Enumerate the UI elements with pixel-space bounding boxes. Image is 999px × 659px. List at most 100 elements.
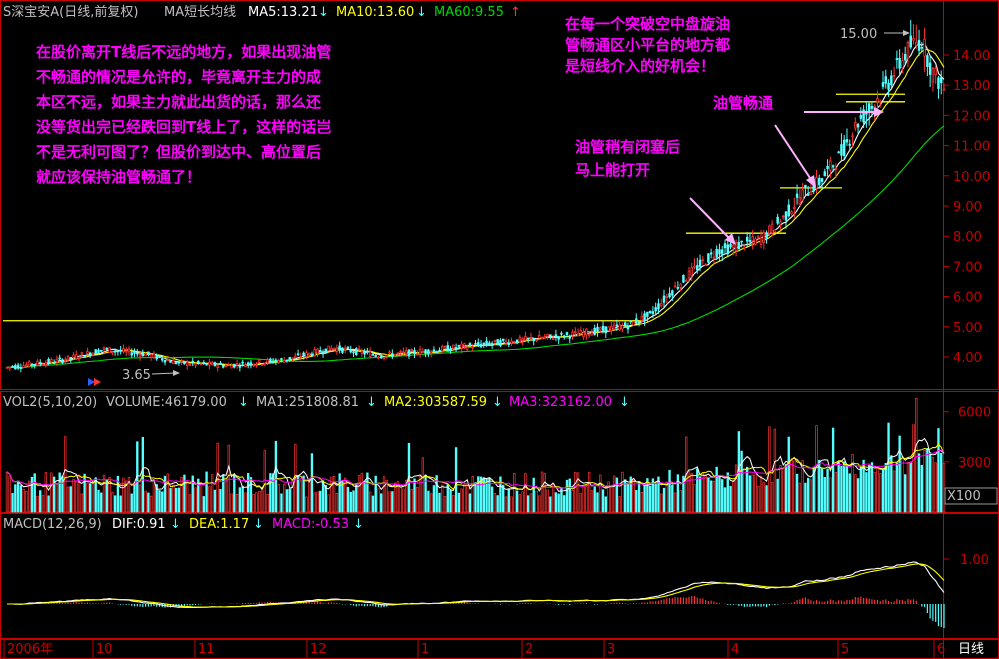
candle-body: [845, 139, 849, 143]
volume-bar: [5, 471, 9, 513]
candle-body: [593, 327, 596, 335]
volume-bar: [510, 496, 513, 513]
date-tick-label: 4: [731, 642, 739, 657]
candle-body: [260, 363, 264, 366]
volume-bar: [94, 477, 97, 513]
candle-body: [776, 216, 779, 224]
volume-bar: [449, 490, 452, 513]
volume-bar: [818, 459, 821, 513]
volume-bar: [249, 477, 253, 513]
candle-body: [743, 246, 746, 249]
candle-body: [111, 351, 114, 354]
volume-bar: [604, 496, 607, 513]
candle-body: [937, 77, 940, 89]
candle-body: [610, 325, 613, 332]
low-price-label: 3.65: [122, 368, 151, 383]
volume-bar: [97, 489, 100, 513]
volume-pane[interactable]: 6000 3000 X100: [5, 397, 998, 513]
volume-bar: [557, 493, 560, 513]
annotation-line: 是短线介入的好机会！: [564, 57, 715, 75]
volume-bar: [138, 484, 142, 513]
volume-bar: [355, 484, 358, 513]
right-annotation: 油管畅通: [713, 94, 773, 112]
volume-bar: [804, 482, 807, 513]
volume-bar: [504, 496, 508, 513]
volume-bar: [52, 476, 56, 513]
candle-body: [820, 178, 824, 182]
candle-body: [632, 321, 635, 326]
candle-body: [88, 352, 92, 357]
candle-body: [102, 347, 106, 351]
candle-body: [582, 332, 585, 337]
macd-pane[interactable]: 1.00: [7, 553, 989, 629]
candle-body: [851, 135, 854, 138]
volume-bar: [305, 496, 308, 513]
candle-body: [939, 77, 943, 83]
date-tick-label: 1: [421, 642, 429, 657]
period-label[interactable]: 日线: [958, 642, 984, 657]
volume-bar: [912, 424, 915, 513]
volume-bar: [826, 468, 829, 513]
candle-body: [576, 333, 580, 337]
candle-body: [8, 366, 12, 369]
annotation-line: 就应该保持油管畅通了！: [36, 168, 201, 186]
candle-body: [870, 106, 874, 109]
volume-bar: [216, 442, 219, 513]
volume-bar: [890, 455, 893, 513]
macd-indicator-title[interactable]: MACD(12,26,9): [3, 517, 102, 532]
volume-indicator-title[interactable]: VOL2(5,10,20): [3, 395, 97, 410]
candle-body: [538, 335, 541, 339]
candle-body: [152, 353, 156, 358]
volume-bar: [130, 493, 133, 513]
price-header: S深宝安A(日线,前复权) MA短长均线 MA5:13.21 ↓ MA10:13…: [3, 4, 521, 20]
candle-body: [554, 334, 558, 337]
volume-bar: [554, 492, 558, 513]
volume-bar: [507, 489, 510, 513]
volume-bar: [66, 486, 70, 513]
volume-unit-label: X100: [947, 489, 981, 504]
volume-bar: [942, 463, 946, 513]
candle-body: [282, 359, 286, 363]
candle-body: [199, 363, 203, 366]
volume-bar: [25, 490, 28, 513]
volume-bar: [346, 486, 350, 513]
volume-bar: [920, 464, 924, 513]
candle-body: [765, 232, 768, 239]
volume-bar: [341, 481, 344, 513]
candle-body: [377, 356, 380, 359]
volume-bar: [55, 484, 59, 513]
arrow-head-icon: [874, 107, 884, 117]
candle-body: [601, 325, 605, 331]
annotation-line: 在每一个突破空中盘旋油: [565, 15, 730, 33]
candle-body: [587, 333, 591, 336]
candle-body: [920, 46, 924, 49]
candle-body: [513, 342, 516, 345]
candle-body: [33, 364, 36, 367]
volume-bar: [88, 483, 92, 513]
candle-body: [818, 178, 821, 186]
volume-bar: [14, 484, 17, 513]
security-title[interactable]: S深宝安A(日线,前复权): [3, 4, 138, 20]
volume-bar: [526, 495, 530, 513]
volume-bar: [660, 493, 663, 513]
volume-bar: [873, 471, 876, 513]
price-pane[interactable]: 14.00 13.00 12.00 11.00 10.00 9.00 8.00 7.00 6.0…: [3, 19, 990, 373]
candle-body: [654, 307, 657, 312]
candle-body: [169, 360, 172, 363]
indicator-name[interactable]: MA短长均线: [164, 5, 236, 20]
candle-body: [748, 240, 752, 242]
volume-bar: [152, 481, 156, 513]
date-tick-label: 3: [607, 642, 615, 657]
volume-bar: [210, 474, 214, 513]
candle-body: [477, 342, 480, 346]
volume-bar: [197, 478, 200, 513]
volume-bar: [909, 461, 912, 513]
candle-body: [113, 350, 117, 353]
volume-bar: [906, 461, 910, 513]
candle-body: [399, 350, 402, 353]
volume-bar: [898, 435, 901, 513]
candle-body: [518, 336, 522, 343]
volume-bar: [831, 427, 835, 513]
